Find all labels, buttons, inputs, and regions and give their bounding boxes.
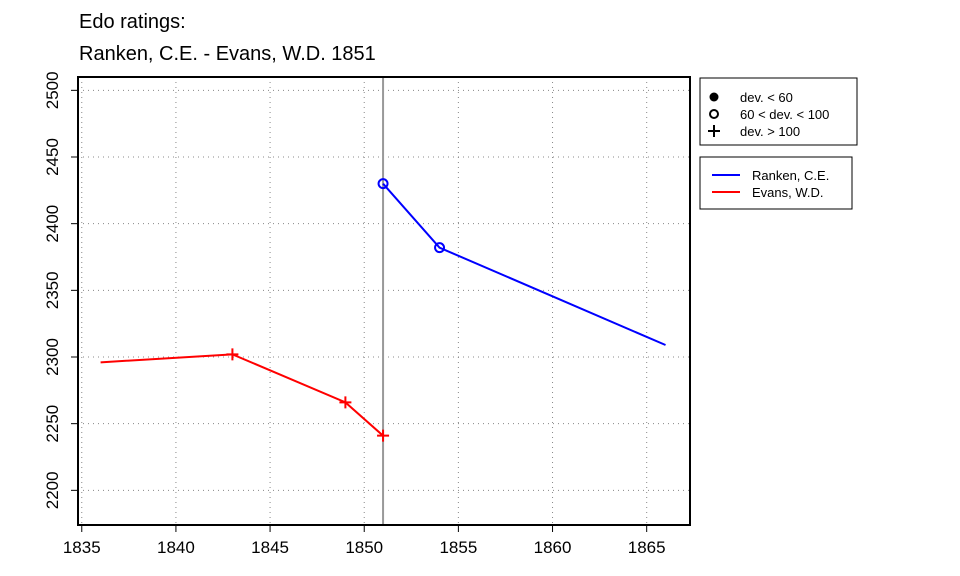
y-tick-label: 2450 bbox=[43, 138, 62, 176]
chart-subtitle: Ranken, C.E. - Evans, W.D. 1851 bbox=[79, 43, 376, 65]
legend-label: dev. < 60 bbox=[740, 90, 793, 105]
marker-legend: dev. < 60 60 < dev. < 100 dev. > 100 bbox=[699, 77, 858, 146]
y-tick-label: 2200 bbox=[43, 471, 62, 509]
legend-label: Ranken, C.E. bbox=[752, 168, 829, 183]
plus-icon bbox=[708, 125, 720, 137]
data-point bbox=[377, 429, 390, 442]
y-tick-label: 2300 bbox=[43, 338, 62, 376]
y-tick-label: 2400 bbox=[43, 205, 62, 243]
filled-circle-icon bbox=[709, 92, 719, 102]
y-tick-label: 2500 bbox=[43, 71, 62, 109]
x-tick-label: 1865 bbox=[628, 538, 666, 557]
series-line bbox=[100, 353, 384, 437]
x-tick-label: 1860 bbox=[534, 538, 572, 557]
data-point bbox=[377, 178, 389, 190]
legend-label: Evans, W.D. bbox=[752, 185, 824, 200]
y-tick-label: 2350 bbox=[43, 271, 62, 309]
chart-title: Edo ratings: bbox=[79, 11, 186, 33]
y-tick-label: 2250 bbox=[43, 405, 62, 443]
legend-label: 60 < dev. < 100 bbox=[740, 107, 829, 122]
open-circle-icon bbox=[709, 109, 719, 119]
series-legend: Ranken, C.E. Evans, W.D. bbox=[699, 156, 853, 210]
data-point bbox=[339, 396, 352, 409]
plot-frame bbox=[77, 76, 691, 526]
x-tick-label: 1845 bbox=[251, 538, 289, 557]
x-tick-label: 1835 bbox=[63, 538, 101, 557]
data-point bbox=[226, 348, 239, 361]
x-tick-label: 1855 bbox=[439, 538, 477, 557]
legend-label: dev. > 100 bbox=[740, 124, 800, 139]
x-tick-label: 1840 bbox=[157, 538, 195, 557]
series-line bbox=[382, 183, 666, 346]
data-point bbox=[434, 242, 446, 254]
x-tick-label: 1850 bbox=[345, 538, 383, 557]
